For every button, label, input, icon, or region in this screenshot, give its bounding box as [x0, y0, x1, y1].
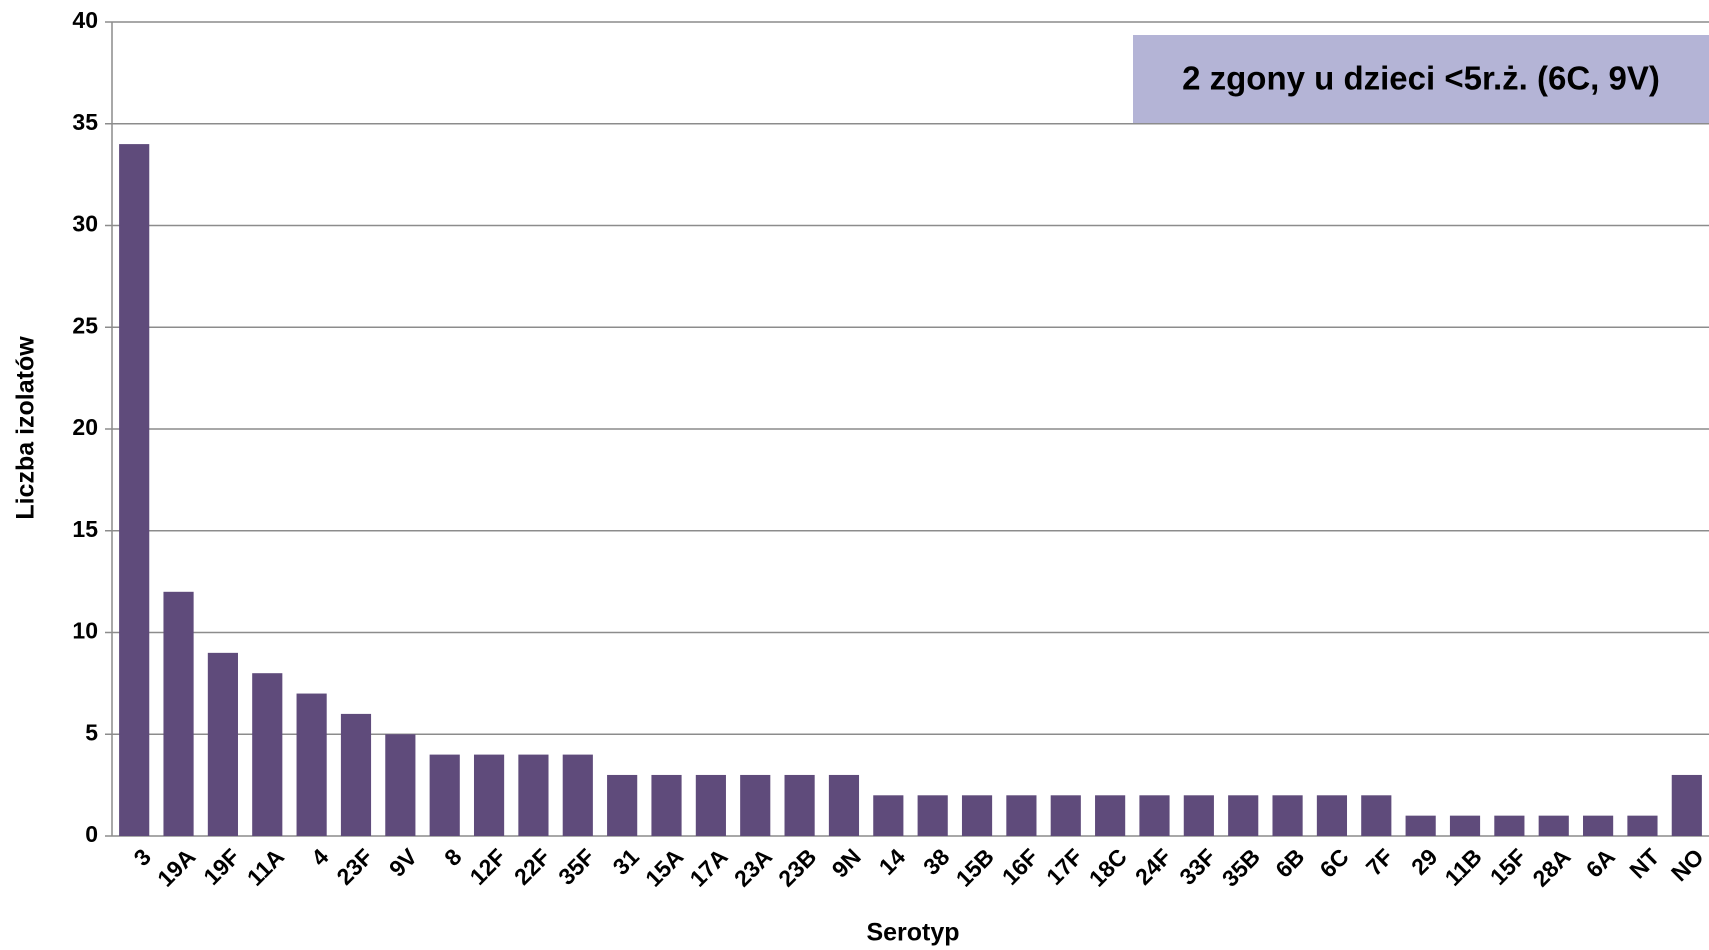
bar	[429, 754, 460, 836]
x-tick-label: 23A	[729, 843, 777, 891]
y-tick-label: 30	[72, 211, 98, 237]
x-tick-label: 18C	[1084, 843, 1132, 891]
bar	[917, 795, 948, 836]
x-tick-label: 6A	[1581, 843, 1620, 882]
bar	[651, 774, 682, 836]
bar	[562, 754, 593, 836]
x-tick-label: 23F	[331, 843, 377, 889]
bar	[1183, 795, 1214, 836]
y-tick-label: 20	[72, 414, 98, 440]
y-tick-label: 5	[85, 719, 98, 745]
x-tick-label: 15F	[1485, 843, 1531, 889]
y-tick-label: 35	[72, 109, 98, 135]
x-tick-label: 22F	[509, 843, 555, 889]
x-tick-label: 19A	[152, 843, 200, 891]
bar	[1228, 795, 1259, 836]
bar	[1405, 815, 1436, 836]
bar	[1361, 795, 1392, 836]
x-tick-label: 15B	[951, 843, 999, 891]
x-tick-label: 14	[874, 843, 911, 880]
bar	[740, 774, 771, 836]
x-tick-label: 8	[439, 843, 467, 871]
bar	[961, 795, 993, 836]
annotation-box	[1133, 35, 1709, 123]
bar	[252, 673, 283, 836]
x-axis-title: Serotyp	[866, 919, 959, 947]
bar	[1449, 815, 1481, 836]
x-tick-label: 28A	[1527, 843, 1575, 891]
x-tick-label: 3	[129, 843, 156, 870]
bar	[1139, 795, 1170, 836]
bar	[1494, 815, 1525, 836]
x-tick-label: 38	[918, 843, 955, 880]
y-tick-label: 25	[72, 312, 98, 338]
bar	[1272, 795, 1303, 836]
annotation: 2 zgony u dzieci <5r.ż. (6C, 9V)	[1182, 60, 1660, 97]
x-tick-label: 17A	[684, 843, 732, 891]
x-tick-label: NT	[1624, 843, 1664, 883]
bar	[296, 693, 327, 836]
bar	[473, 754, 505, 836]
x-tick-label: 11B	[1440, 843, 1487, 890]
x-tick-label: 24F	[1130, 843, 1176, 889]
bar	[1006, 795, 1037, 836]
y-tick-label: 0	[85, 821, 98, 847]
x-tick-label: 11A	[242, 843, 289, 890]
bar	[607, 774, 638, 836]
bar	[695, 774, 726, 836]
x-tick-label: 6C	[1315, 843, 1354, 882]
x-tick-label: 31	[608, 843, 645, 880]
bar	[340, 713, 372, 836]
x-tick-label: 33F	[1174, 843, 1220, 889]
x-tick-label: 35F	[553, 843, 599, 889]
bar	[207, 652, 238, 836]
x-tick-label: 12F	[464, 843, 510, 889]
x-tick-label: 35B	[1217, 843, 1265, 891]
bar	[784, 774, 815, 836]
bar	[873, 795, 904, 836]
bar	[518, 754, 549, 836]
x-tick-label: 6B	[1270, 843, 1309, 882]
x-tick-label: 19F	[198, 843, 244, 889]
bar	[1050, 795, 1081, 836]
x-tick-label: 4	[306, 843, 334, 871]
bar	[163, 591, 194, 836]
x-tick-label: 16F	[997, 843, 1043, 889]
bar	[1671, 774, 1702, 836]
bar	[1316, 795, 1348, 836]
bar	[1583, 815, 1614, 836]
bar	[1095, 795, 1126, 836]
x-tick-label: 7F	[1361, 843, 1398, 880]
x-tick-label: 9V	[384, 843, 423, 882]
bar	[119, 144, 150, 837]
x-tick-label: 15A	[640, 843, 688, 891]
y-axis-title: Liczba izolatów	[12, 336, 40, 520]
x-tick-label: 17F	[1041, 843, 1087, 889]
y-tick-label: 10	[72, 618, 98, 644]
bar	[1538, 815, 1569, 836]
bar	[1627, 815, 1658, 836]
x-tick-label: NO	[1666, 843, 1709, 886]
x-tick-label: 9N	[827, 843, 866, 882]
y-tick-label: 15	[72, 516, 98, 542]
bar	[385, 734, 416, 836]
x-tick-label: 23B	[773, 843, 821, 891]
x-tick-label: 29	[1406, 843, 1442, 879]
y-tick-label: 40	[72, 7, 98, 33]
bar	[828, 774, 860, 836]
